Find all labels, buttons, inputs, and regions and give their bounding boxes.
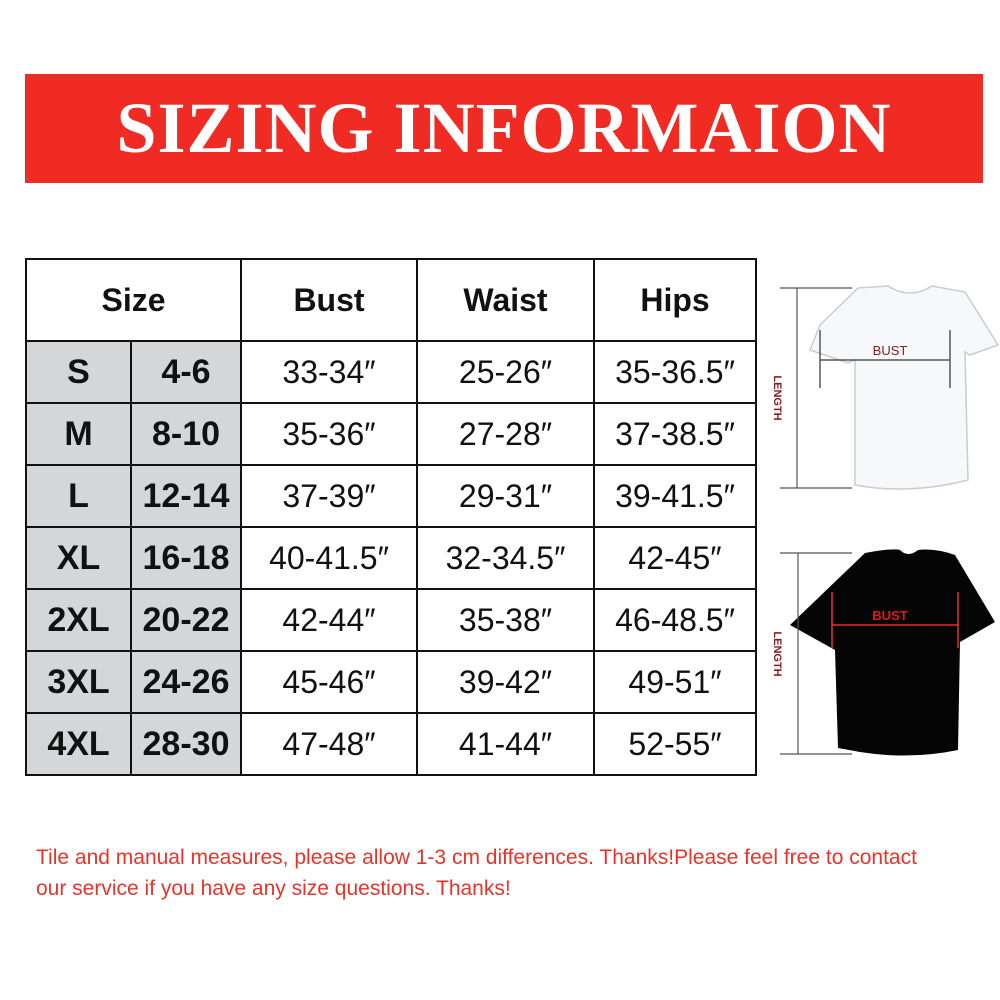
white-shirt-diagram: BUST LENGTH [771, 285, 1000, 490]
table-row: S 4-6 33-34″ 25-26″ 35-36.5″ [25, 340, 757, 404]
black-bust-label: BUST [872, 608, 907, 623]
cell-hips: 42-45″ [593, 526, 757, 590]
cell-size: 4XL [25, 712, 132, 776]
table-row: XL 16-18 40-41.5″ 32-34.5″ 42-45″ [25, 526, 757, 590]
table-row: 2XL 20-22 42-44″ 35-38″ 46-48.5″ [25, 588, 757, 652]
page-title: SIZING INFORMAION [116, 88, 892, 168]
title-banner: SIZING INFORMAION [25, 74, 983, 183]
cell-waist: 32-34.5″ [416, 526, 595, 590]
cell-bust: 35-36″ [240, 402, 418, 466]
cell-waist: 25-26″ [416, 340, 595, 404]
cell-hips: 49-51″ [593, 650, 757, 714]
white-length-label: LENGTH [771, 375, 783, 420]
header-size: Size [25, 258, 242, 342]
cell-hips: 37-38.5″ [593, 402, 757, 466]
cell-size: L [25, 464, 132, 528]
cell-bust: 40-41.5″ [240, 526, 418, 590]
black-shirt-diagram: BUST LENGTH [771, 549, 995, 756]
cell-us: 20-22 [130, 588, 242, 652]
cell-size: S [25, 340, 132, 404]
cell-bust: 42-44″ [240, 588, 418, 652]
cell-us: 4-6 [130, 340, 242, 404]
white-shirt-icon [809, 285, 1000, 490]
measurement-diagram: BUST LENGTH BUST LENGTH [771, 285, 1000, 756]
cell-waist: 35-38″ [416, 588, 595, 652]
cell-hips: 52-55″ [593, 712, 757, 776]
cell-bust: 33-34″ [240, 340, 418, 404]
header-waist: Waist [416, 258, 595, 342]
cell-us: 16-18 [130, 526, 242, 590]
cell-us: 8-10 [130, 402, 242, 466]
cell-waist: 29-31″ [416, 464, 595, 528]
sizing-note: Tile and manual measures, please allow 1… [36, 846, 917, 900]
cell-us: 28-30 [130, 712, 242, 776]
table-row: L 12-14 37-39″ 29-31″ 39-41.5″ [25, 464, 757, 528]
table-row: 3XL 24-26 45-46″ 39-42″ 49-51″ [25, 650, 757, 714]
cell-us: 12-14 [130, 464, 242, 528]
cell-waist: 27-28″ [416, 402, 595, 466]
cell-bust: 45-46″ [240, 650, 418, 714]
table-row: 4XL 28-30 47-48″ 41-44″ 52-55″ [25, 712, 757, 776]
header-hips: Hips [593, 258, 757, 342]
header-bust: Bust [240, 258, 418, 342]
cell-size: 3XL [25, 650, 132, 714]
cell-bust: 37-39″ [240, 464, 418, 528]
cell-size: M [25, 402, 132, 466]
black-length-label: LENGTH [771, 631, 783, 676]
cell-hips: 35-36.5″ [593, 340, 757, 404]
table-row: M 8-10 35-36″ 27-28″ 37-38.5″ [25, 402, 757, 466]
cell-size: XL [25, 526, 132, 590]
black-shirt-icon [790, 549, 995, 756]
size-chart-table: Size Bust Waist Hips S 4-6 33-34″ 25-26″ 35-… [25, 258, 757, 776]
cell-waist: 41-44″ [416, 712, 595, 776]
cell-waist: 39-42″ [416, 650, 595, 714]
white-bust-label: BUST [873, 343, 908, 358]
table-header-row: Size Bust Waist Hips [25, 258, 757, 342]
cell-bust: 47-48″ [240, 712, 418, 776]
cell-hips: 39-41.5″ [593, 464, 757, 528]
cell-size: 2XL [25, 588, 132, 652]
cell-hips: 46-48.5″ [593, 588, 757, 652]
cell-us: 24-26 [130, 650, 242, 714]
